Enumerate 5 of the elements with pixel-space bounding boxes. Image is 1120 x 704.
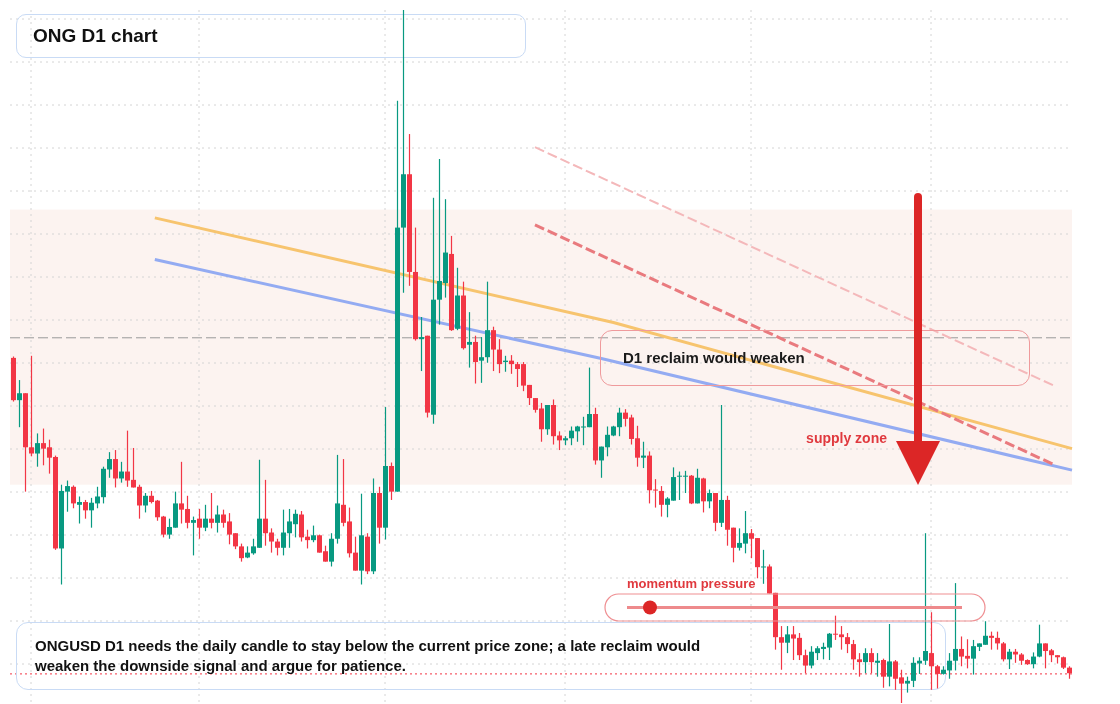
- text: ONG D1 chart: [16, 14, 526, 58]
- annotation: D1 reclaim would weaken: [623, 347, 805, 368]
- annotation: ONGUSD D1 needs the daily candle to stay below the current price zone; a late reclaim would weaken the downside signal and argue for patience.: [35, 635, 702, 676]
- annotation: momentum pressure: [627, 575, 756, 593]
- band-label: supply zone: [806, 429, 888, 446]
